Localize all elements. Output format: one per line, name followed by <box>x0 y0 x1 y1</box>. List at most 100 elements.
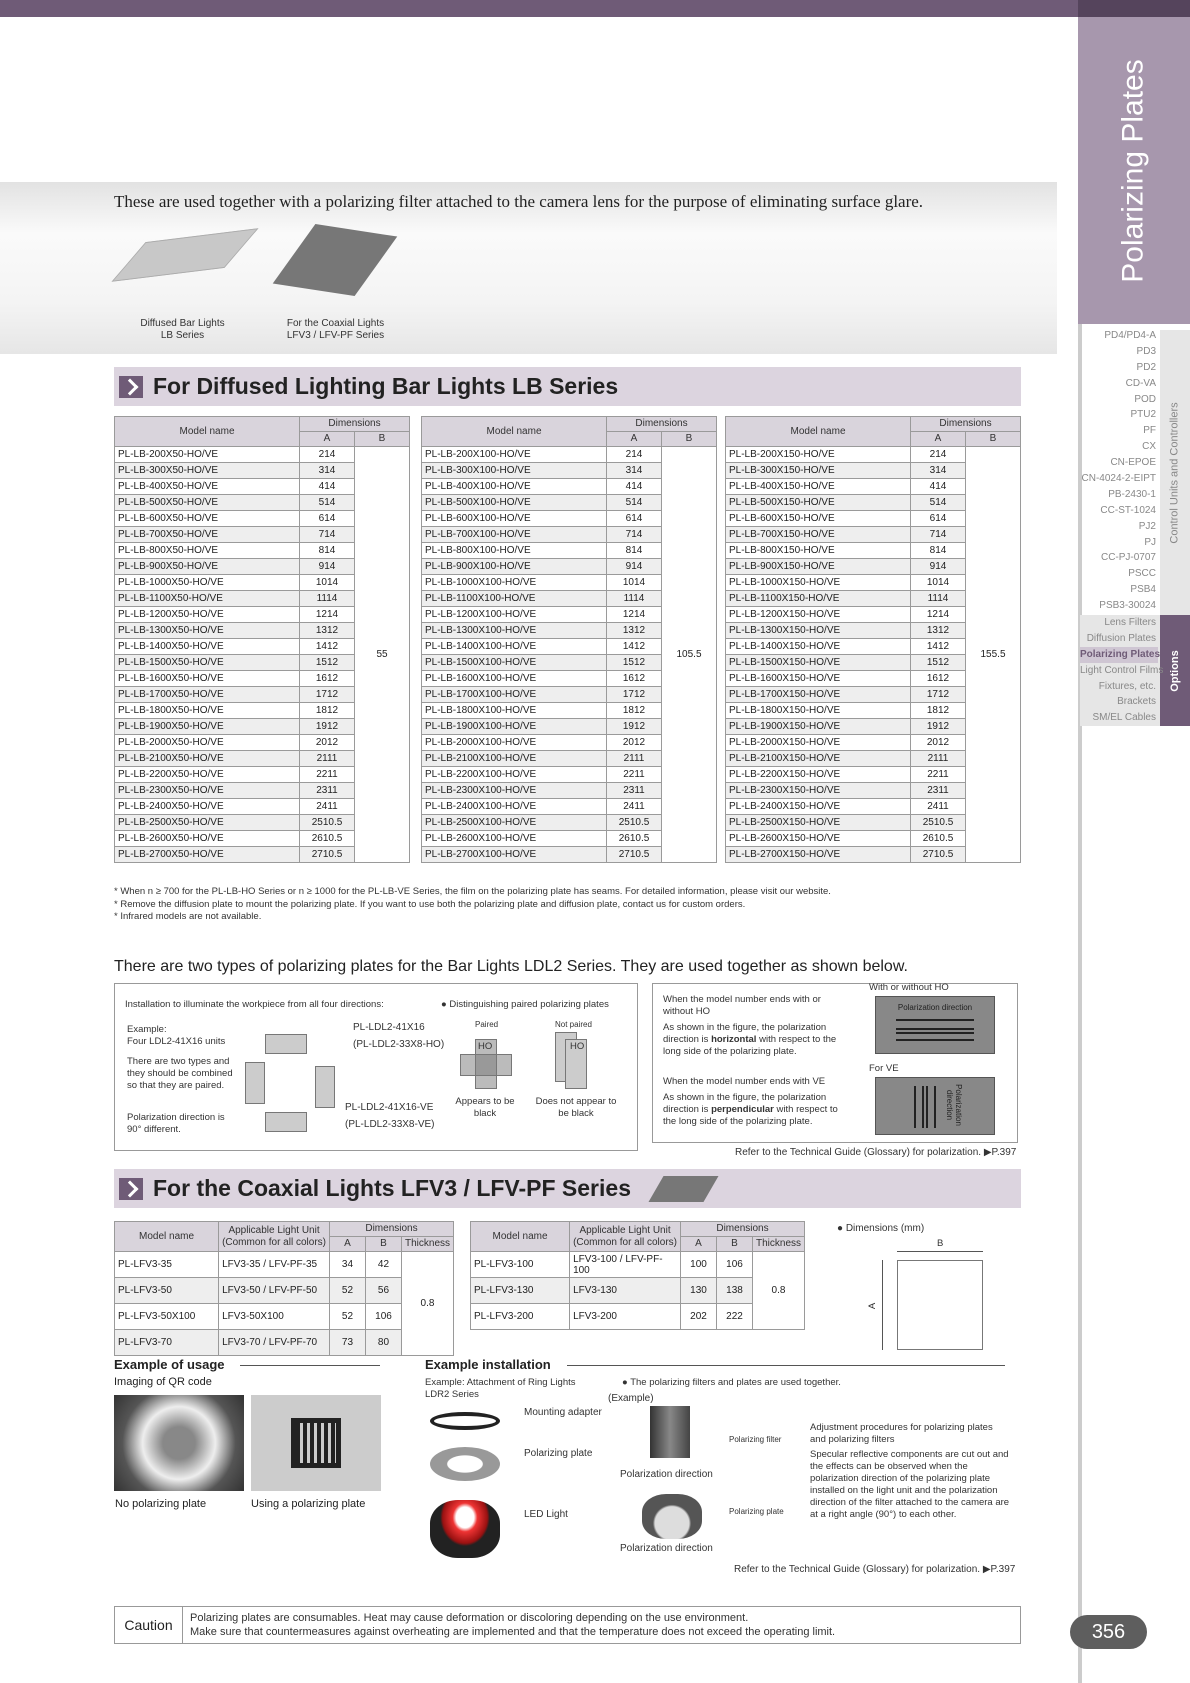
a-cell: 1712 <box>606 686 662 703</box>
a-cell: 914 <box>910 558 966 575</box>
a-cell: 314 <box>606 462 662 479</box>
table-row: PL-LB-1500X50-HO/VE 1512 <box>114 654 410 671</box>
sidebar-item[interactable]: PSB4 <box>1130 584 1156 596</box>
sidebar-title-bg <box>1078 17 1190 324</box>
sidebar-item[interactable]: CX <box>1142 441 1156 453</box>
sidebar-item[interactable]: CN-EPOE <box>1110 457 1156 469</box>
header-row: Model name Applicable Light Unit (Common f… <box>469 1221 806 1252</box>
a-cell: 1912 <box>910 718 966 735</box>
dir-label: Polarization direction <box>620 1543 713 1554</box>
sidebar-item[interactable]: Polarizing Plates <box>1080 646 1160 663</box>
sidebar-item[interactable]: PF <box>1143 425 1156 437</box>
model-cell: PL-LB-1800X50-HO/VE <box>114 702 300 719</box>
ldl2-ref-link[interactable]: Refer to the Technical Guide (Glossary) … <box>735 1147 1017 1158</box>
usage-caption: Using a polarizing plate <box>251 1498 366 1510</box>
a-cell: 2710.5 <box>606 846 662 863</box>
model-cell: PL-LB-2100X100-HO/VE <box>421 750 607 767</box>
col-model: Model name <box>421 416 607 447</box>
model-cell: PL-LB-1300X100-HO/VE <box>421 622 607 639</box>
sidebar-item[interactable]: PJ <box>1144 536 1156 548</box>
install-title: Example installation <box>425 1357 551 1372</box>
mounting-adapter-image <box>430 1412 500 1430</box>
a-cell: 2311 <box>606 782 662 799</box>
sidebar-item[interactable]: CN-4024-2-EIPT <box>1081 473 1156 485</box>
a-cell: 2211 <box>606 766 662 783</box>
table-row: PL-LFV3-70 LFV3-70 / LFV-PF-70 73 80 <box>113 1329 454 1356</box>
sidebar-item[interactable]: PD4/PD4-A <box>1104 330 1156 341</box>
a-cell: 1812 <box>606 702 662 719</box>
group1-tab[interactable]: Control Units and Controllers <box>1160 330 1190 615</box>
col-model: Model name <box>114 416 300 447</box>
sidebar-item[interactable]: Fixtures, etc. <box>1098 680 1156 692</box>
model-cell: PL-LB-2700X100-HO/VE <box>421 846 607 863</box>
a-cell: 414 <box>606 478 662 495</box>
caption-line: LB Series <box>160 330 205 341</box>
a-cell: 1812 <box>910 702 966 719</box>
a-cell: 1312 <box>910 622 966 639</box>
bar-light-top <box>265 1034 307 1054</box>
sidebar-item[interactable]: CD-VA <box>1125 377 1156 389</box>
b-cell: 80 <box>364 1329 402 1356</box>
sidebar-item[interactable]: Light Control Films <box>1080 664 1164 676</box>
sidebar-item[interactable]: CC-PJ-0707 <box>1100 552 1156 564</box>
table-row: PL-LB-2100X150-HO/VE 2111 <box>725 750 1021 767</box>
model-cell: PL-LB-1200X50-HO/VE <box>114 606 300 623</box>
a-cell: 1412 <box>299 638 355 655</box>
model-cell: PL-LB-900X150-HO/VE <box>725 558 911 575</box>
model-cell: PL-LB-1000X50-HO/VE <box>114 574 300 591</box>
table-row: PL-LB-800X100-HO/VE 814 <box>421 542 717 559</box>
model-cell: PL-LFV3-100 <box>469 1251 571 1278</box>
sidebar-item[interactable]: PB-2430-1 <box>1108 488 1156 500</box>
model-cell: PL-LB-400X50-HO/VE <box>114 478 300 495</box>
sidebar-item[interactable]: PD2 <box>1136 361 1156 373</box>
adj-title: Adjustment procedures for polarizing pla… <box>810 1422 993 1445</box>
caution-line: Polarizing plates are consumables. Heat … <box>190 1612 749 1624</box>
a-cell: 2111 <box>910 750 966 767</box>
model-cell: PL-LB-1800X100-HO/VE <box>421 702 607 719</box>
sidebar-item[interactable]: CC-ST-1024 <box>1100 504 1156 516</box>
lb-table: Model name Dimensions A B PL-LB-200X150-HO/V… <box>725 416 1021 863</box>
model-cell: PL-LB-1000X150-HO/VE <box>725 574 911 591</box>
table-row: PL-LB-700X50-HO/VE 714 <box>114 526 410 543</box>
sidebar-item[interactable]: PD3 <box>1136 345 1156 357</box>
model-cell: PL-LB-900X100-HO/VE <box>421 558 607 575</box>
a-cell: 1214 <box>299 606 355 623</box>
table-row: PL-LB-2700X100-HO/VE 2710.5 <box>421 846 717 863</box>
col-model: Model name <box>469 1221 571 1252</box>
install-ref-link[interactable]: Refer to the Technical Guide (Glossary) … <box>734 1564 1016 1575</box>
model-cell: PL-LB-1300X50-HO/VE <box>114 622 300 639</box>
pol-dir-label: Polarization direction <box>945 1084 963 1126</box>
pl1b-label: (PL-LDL2-33X8-HO) <box>353 1039 445 1050</box>
model-cell: PL-LB-2200X150-HO/VE <box>725 766 911 783</box>
table-row: PL-LB-2700X50-HO/VE 2710.5 <box>114 846 410 863</box>
sidebar-item[interactable]: SM/EL Cables <box>1092 712 1156 724</box>
table-row: PL-LB-900X100-HO/VE 914 <box>421 558 717 575</box>
model-cell: PL-LB-1200X150-HO/VE <box>725 606 911 623</box>
sidebar-item[interactable]: POD <box>1134 393 1156 405</box>
lb-notes: * When n ≥ 700 for the PL-LB-HO Series o… <box>114 886 831 924</box>
img1-caption: Diffused Bar Lights LB Series <box>120 318 245 342</box>
sidebar-item[interactable]: Lens Filters <box>1104 617 1156 628</box>
group2-tab[interactable]: Options <box>1160 615 1190 726</box>
table-row: PL-LB-800X50-HO/VE 814 <box>114 542 410 559</box>
b-cell: 155.5 <box>965 446 1021 863</box>
model-cell: PL-LB-1500X50-HO/VE <box>114 654 300 671</box>
dim-a-label: A <box>867 1302 879 1310</box>
col-unit: Applicable Light Unit (Common for all col… <box>218 1221 330 1252</box>
table-row: PL-LB-1000X100-HO/VE 1014 <box>421 574 717 591</box>
sidebar-item[interactable]: Brackets <box>1117 696 1156 708</box>
sidebar-item[interactable]: PSCC <box>1128 568 1156 580</box>
sidebar-item[interactable]: PSB3-30024 <box>1099 600 1156 612</box>
sidebar-item[interactable]: PTU2 <box>1130 409 1156 421</box>
model-cell: PL-LB-1800X150-HO/VE <box>725 702 911 719</box>
caption-line: LFV3 / LFV-PF Series <box>286 330 385 341</box>
sidebar-item[interactable]: PJ2 <box>1138 520 1156 532</box>
model-cell: PL-LB-1400X100-HO/VE <box>421 638 607 655</box>
model-cell: PL-LB-1900X100-HO/VE <box>421 718 607 735</box>
a-cell: 1412 <box>606 638 662 655</box>
fig-ho-label: With or without HO <box>869 982 949 993</box>
led-label: LED Light <box>524 1509 568 1520</box>
sidebar-item[interactable]: Diffusion Plates <box>1086 632 1156 644</box>
col-model: Model name <box>725 416 911 447</box>
